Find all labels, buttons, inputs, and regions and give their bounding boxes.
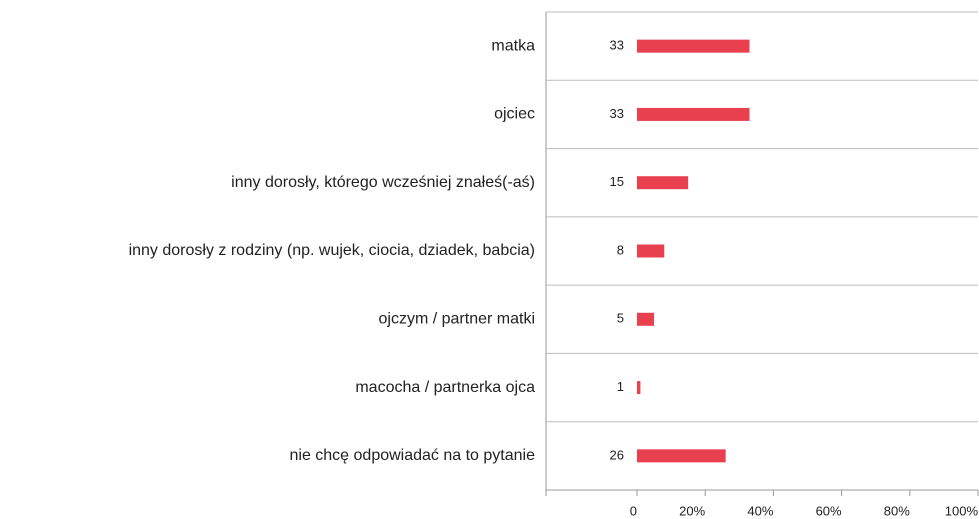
category-label: macocha / partnerka ojca (355, 379, 535, 396)
value-label: 5 (617, 311, 624, 326)
x-tick-label: 100% (945, 503, 979, 518)
x-tick-label: 0 (630, 503, 637, 518)
category-label: inny dorosły, którego wcześniej znałeś(-… (231, 174, 535, 191)
bar (637, 312, 655, 326)
category-label: inny dorosły z rodziny (np. wujek, cioci… (129, 242, 535, 259)
bar (637, 244, 665, 258)
bar (637, 449, 726, 463)
value-label: 8 (617, 242, 624, 257)
value-label: 33 (610, 38, 624, 53)
x-tick-label: 60% (816, 503, 842, 518)
value-label: 15 (610, 174, 624, 189)
x-tick-label: 20% (679, 503, 705, 518)
bar (637, 39, 750, 53)
category-label: matka (491, 37, 535, 54)
bar (637, 107, 750, 121)
bar (637, 176, 689, 190)
value-label: 1 (617, 379, 624, 394)
value-label: 26 (610, 447, 624, 462)
category-label: nie chcę odpowiadać na to pytanie (289, 447, 535, 464)
x-tick-label: 80% (884, 503, 910, 518)
category-label: ojczym / partner matki (379, 311, 535, 328)
category-label: ojciec (494, 106, 535, 123)
bar (637, 381, 641, 395)
x-tick-label: 40% (747, 503, 773, 518)
value-label: 33 (610, 106, 624, 121)
